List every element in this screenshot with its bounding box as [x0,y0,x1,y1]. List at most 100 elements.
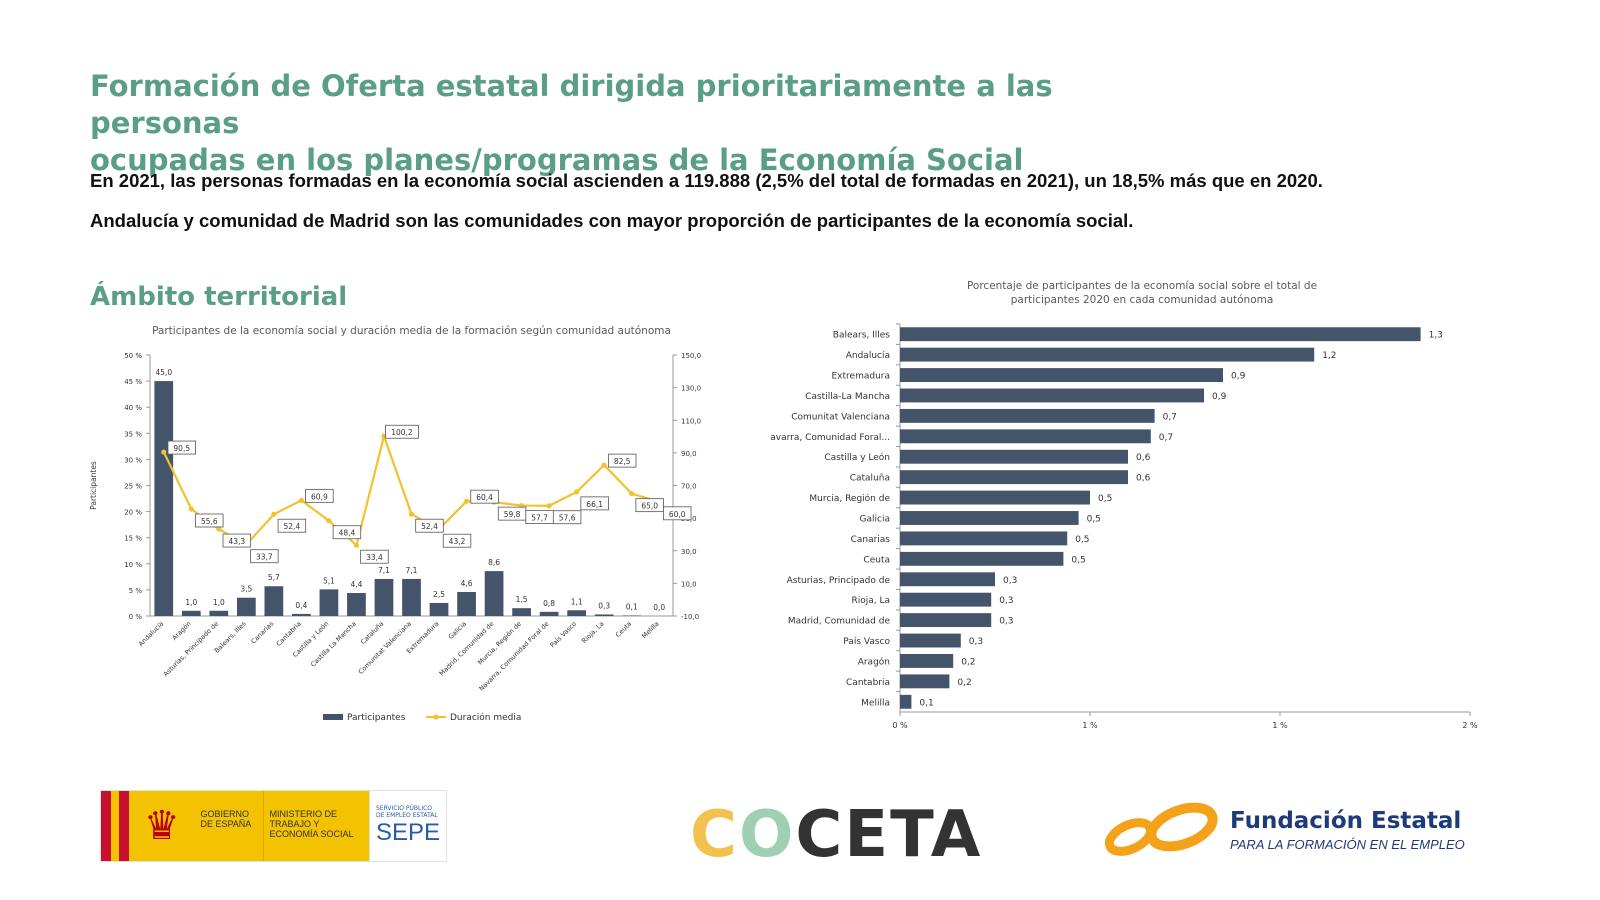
y2-tick-label: 30,0 [681,548,697,556]
coceta-logo: C O CETA [690,795,982,875]
sepe-logo: Servicio Público de Empleo Estatal SEPE [368,791,446,861]
line-value-label: 52,4 [421,522,438,531]
line-value-label-box [663,506,692,521]
fundacion-estatal-logo: Fundación Estatal PARA LA FORMACIÓN EN E… [1090,790,1490,870]
bar-value-label: 0,3 [598,601,610,610]
coat-of-arms-icon: ♛ [143,803,180,849]
y-tick-label: 30 % [124,456,142,464]
bar-value-label: 8,6 [488,558,500,567]
y2-tick-label: 10,0 [681,580,697,588]
y-tick-label: 5 % [129,587,143,595]
bar-percentage [900,674,950,689]
bar-value-label: 0,7 [1159,433,1173,443]
bar-value-label: 1,0 [185,598,197,607]
category-label: Aragón [858,656,890,667]
bar-value-label: 0,3 [969,637,983,647]
combo-chart-participants-duration: Participantes de la economía social y du… [89,325,701,723]
point-duracion-media [353,542,360,548]
x-tick-label: Asturias, Principado de [162,620,220,678]
line-value-label: 57,6 [559,514,576,523]
line-value-label-box [250,549,279,564]
line-value-label-box [470,489,499,504]
sepe-wordmark: SEPE [375,819,440,846]
point-duracion-media [298,497,304,503]
category-label: Melilla [861,698,890,708]
x-tick-label: 1 % [1082,721,1098,730]
point-duracion-media [271,511,277,517]
line-value-label: 33,4 [366,553,383,562]
y2-tick-label: 90,0 [681,450,697,458]
line-value-label: 66,1 [586,500,603,509]
category-label: Andalucía [846,351,890,361]
bar-value-label: 0,8 [543,599,555,608]
bar-percentage [900,449,1128,464]
line-value-label: 52,4 [284,522,301,531]
bar-percentage [900,408,1155,423]
hbar-chart-percentage: Porcentaje de participantes de la econom… [770,280,1478,730]
bar-value-label: 0,1 [919,698,933,708]
bar-value-label: 0,4 [295,601,307,610]
line-value-label-box [552,510,582,525]
bar-percentage [900,694,912,709]
bar-value-label: 1,1 [571,597,583,606]
line-value-label-box [195,513,224,528]
x-tick-label: Cataluña [359,620,385,646]
bar-participantes [236,597,256,616]
x-tick-label: 0 % [892,721,908,730]
bar-value-label: 0,6 [1136,453,1151,463]
category-label: Cataluña [850,474,890,484]
bar-value-label: 45,0 [155,368,172,377]
category-label: Comunitat Valenciana [791,412,890,422]
fundacion-subtitle: PARA LA FORMACIÓN EN EL EMPLEO [1230,837,1465,852]
bar-value-label: 2,5 [433,590,445,599]
x-tick-label: Rioja, La [580,620,605,645]
point-duracion-media [408,511,415,517]
line-value-label-box [277,518,307,533]
chart-title-line1: Porcentaje de participantes de la econom… [967,280,1317,292]
point-duracion-media [546,503,552,509]
line-value-label: 48,4 [339,529,356,538]
ministerio-label: Ministerio de Trabajo y Economía Social [262,791,369,861]
page-title-line2: ocupadas en los planes/programas de la E… [90,143,1024,177]
bar-value-label: 0,7 [1163,412,1177,422]
x-tick-label: Ceuta [614,620,633,639]
y2-tick-label: 150,0 [681,352,701,360]
bar-participantes [429,602,449,616]
bar-participantes [484,571,504,616]
line-value-label-box [167,440,196,455]
bar-participantes [374,578,394,616]
bar-value-label: 1,0 [213,598,225,607]
bar-participantes [181,610,201,616]
category-label: Ceuta [863,555,890,565]
bar-participantes [539,611,559,616]
line-value-label-box [332,525,362,540]
bar-value-label: 0,1 [626,602,638,611]
point-duracion-media [326,518,332,524]
bar-value-label: 0,2 [961,657,975,667]
y-tick-label: 20 % [124,509,142,517]
bar-value-label: 7,1 [406,566,418,575]
bar-value-label: 0,0 [653,603,665,612]
bar-participantes [594,614,614,616]
category-label: Balears, Illes [833,331,891,341]
x-tick-label: Madrid, Comunidad de [438,620,496,678]
x-tick-label: Comunitat Valenciana [357,620,413,676]
line-duracion-media [162,432,660,548]
y-tick-label: 35 % [124,430,142,438]
bar-participantes [402,578,421,616]
category-label: Castilla y León [824,452,890,463]
x-tick-label: Canarias [249,619,275,645]
bar-value-label: 1,2 [1322,351,1336,361]
x-tick-label: Cantabria [275,620,303,648]
y-tick-label: 0 % [129,613,143,621]
bar-percentage [900,572,995,587]
bar-value-label: 1,5 [516,595,528,604]
bar-value-label: 5,1 [323,576,335,585]
gobierno-label: Gobierno de España [200,809,252,829]
page-title: Formación de Oferta estatal dirigida pri… [90,68,1190,179]
line-value-label: 65,0 [641,502,658,511]
x-tick-label: Aragón [171,620,193,642]
bar-participantes [154,381,174,616]
line-value-label-box [442,533,472,548]
line-value-label: 57,7 [531,514,548,523]
